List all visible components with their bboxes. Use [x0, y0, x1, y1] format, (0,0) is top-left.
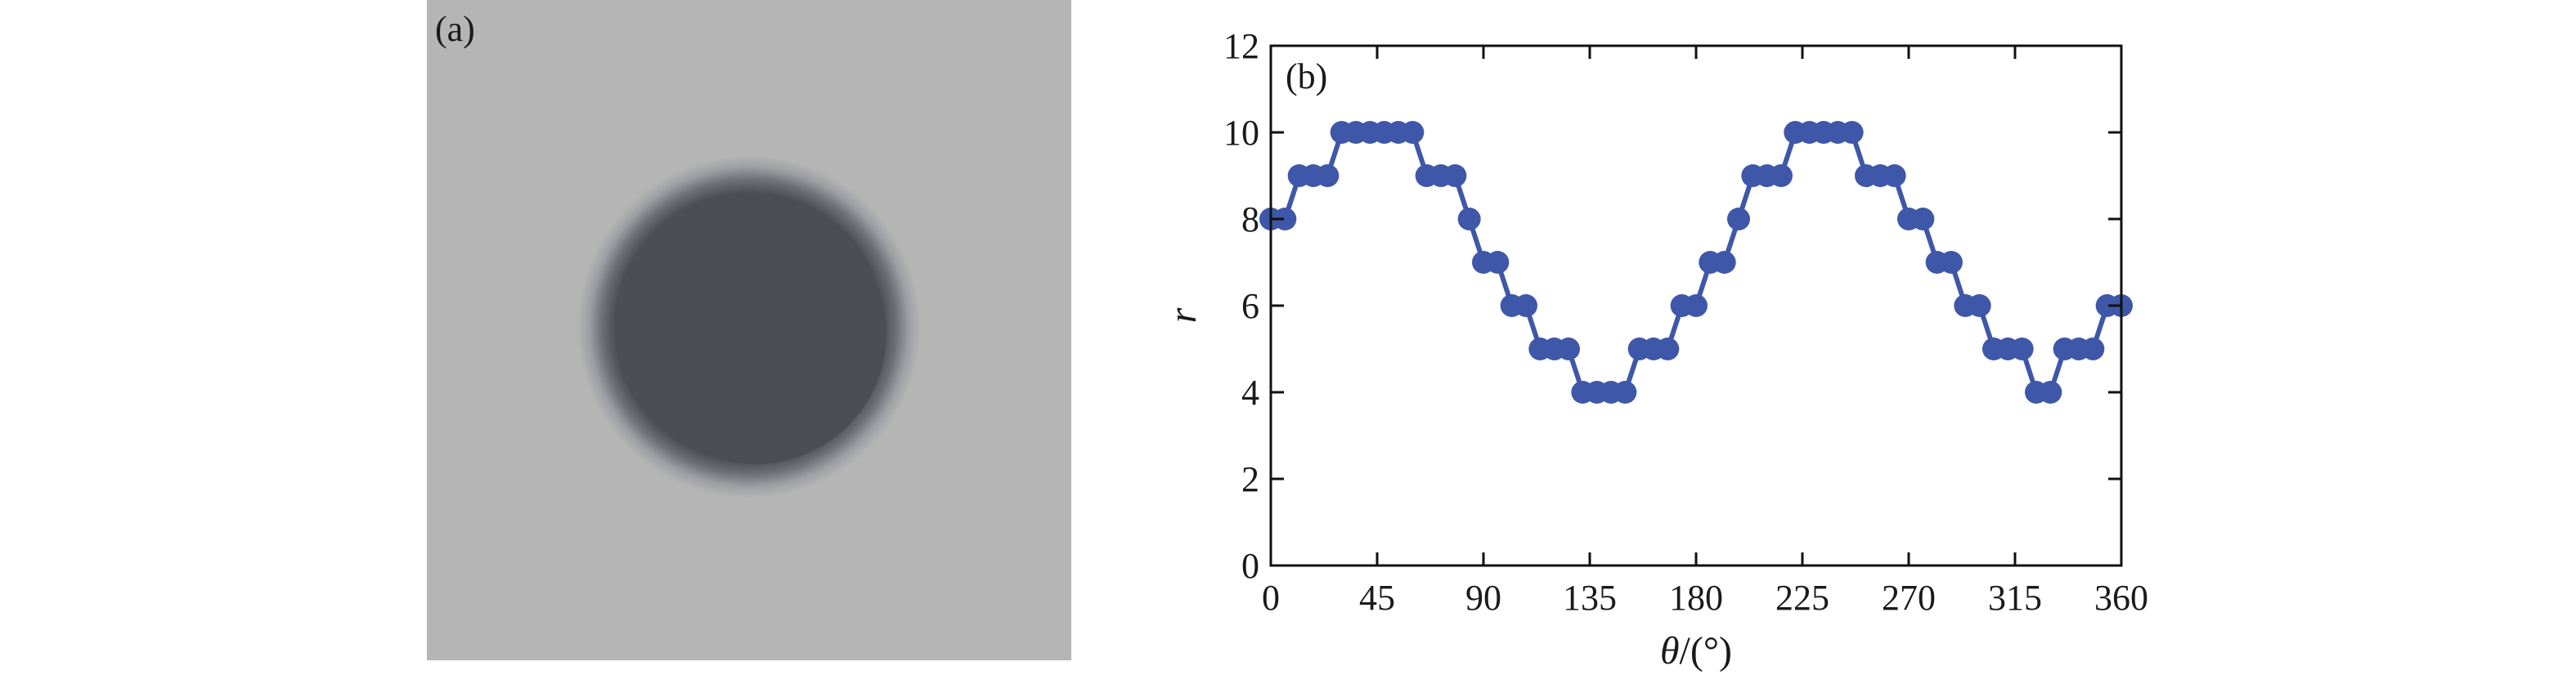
- y-tick-label: 10: [1223, 113, 1259, 153]
- data-point: [1727, 208, 1750, 230]
- data-point: [1515, 294, 1537, 317]
- y-tick-label: 0: [1241, 546, 1259, 586]
- y-tick-label: 8: [1241, 199, 1259, 239]
- plot-marks: [1259, 121, 2133, 404]
- x-tick-label: 270: [1882, 578, 1936, 618]
- x-tick-label: 45: [1359, 578, 1395, 618]
- axis-tick-labels: 0 45 90 135 180 225 270 315 360 0 2 4 6 8 10 12: [1223, 26, 2148, 618]
- data-point: [1911, 208, 1934, 230]
- data-point: [1458, 208, 1481, 230]
- y-tick-label: 12: [1223, 26, 1259, 66]
- x-tick-label: 360: [2094, 578, 2148, 618]
- y-tick-label: 4: [1241, 373, 1259, 413]
- data-point: [1656, 338, 1679, 360]
- data-point: [1613, 381, 1636, 404]
- data-point: [2011, 338, 2034, 360]
- data-point: [1685, 294, 1708, 317]
- y-axis-label: r: [1161, 307, 1205, 323]
- panel-a-disk-core: [625, 203, 886, 464]
- x-tick-label: 0: [1262, 578, 1280, 618]
- y-tick-label: 2: [1241, 459, 1259, 499]
- panel-b-label: (b): [1286, 56, 1327, 96]
- panel-b-chart: 0 45 90 135 180 225 270 315 360 0 2 4 6 8 10 12 (b) r θ…: [1161, 26, 2148, 673]
- data-point: [1443, 164, 1466, 187]
- y-tick-label: 6: [1241, 286, 1259, 326]
- data-point: [2039, 381, 2062, 404]
- data-point: [1770, 164, 1793, 187]
- panel-a: (a): [427, 0, 1071, 660]
- x-tick-label: 315: [1988, 578, 2042, 618]
- x-tick-label: 225: [1775, 578, 1829, 618]
- x-tick-label: 135: [1563, 578, 1617, 618]
- data-point: [1841, 121, 1864, 144]
- data-point: [1968, 294, 1991, 317]
- data-point: [1940, 251, 1963, 274]
- x-axis-label: θ/(°): [1660, 629, 1732, 673]
- data-point: [1486, 251, 1509, 274]
- data-point: [1557, 338, 1580, 360]
- data-point: [1401, 121, 1424, 144]
- x-tick-label: 180: [1669, 578, 1723, 618]
- data-point: [1316, 164, 1339, 187]
- x-tick-label: 90: [1465, 578, 1501, 618]
- data-point: [2081, 338, 2104, 360]
- data-point: [1883, 164, 1906, 187]
- data-point: [1713, 251, 1736, 274]
- x-axis-label-symbol: θ: [1660, 629, 1680, 673]
- panel-a-label: (a): [435, 9, 475, 49]
- x-axis-label-unit: /(°): [1680, 629, 1733, 673]
